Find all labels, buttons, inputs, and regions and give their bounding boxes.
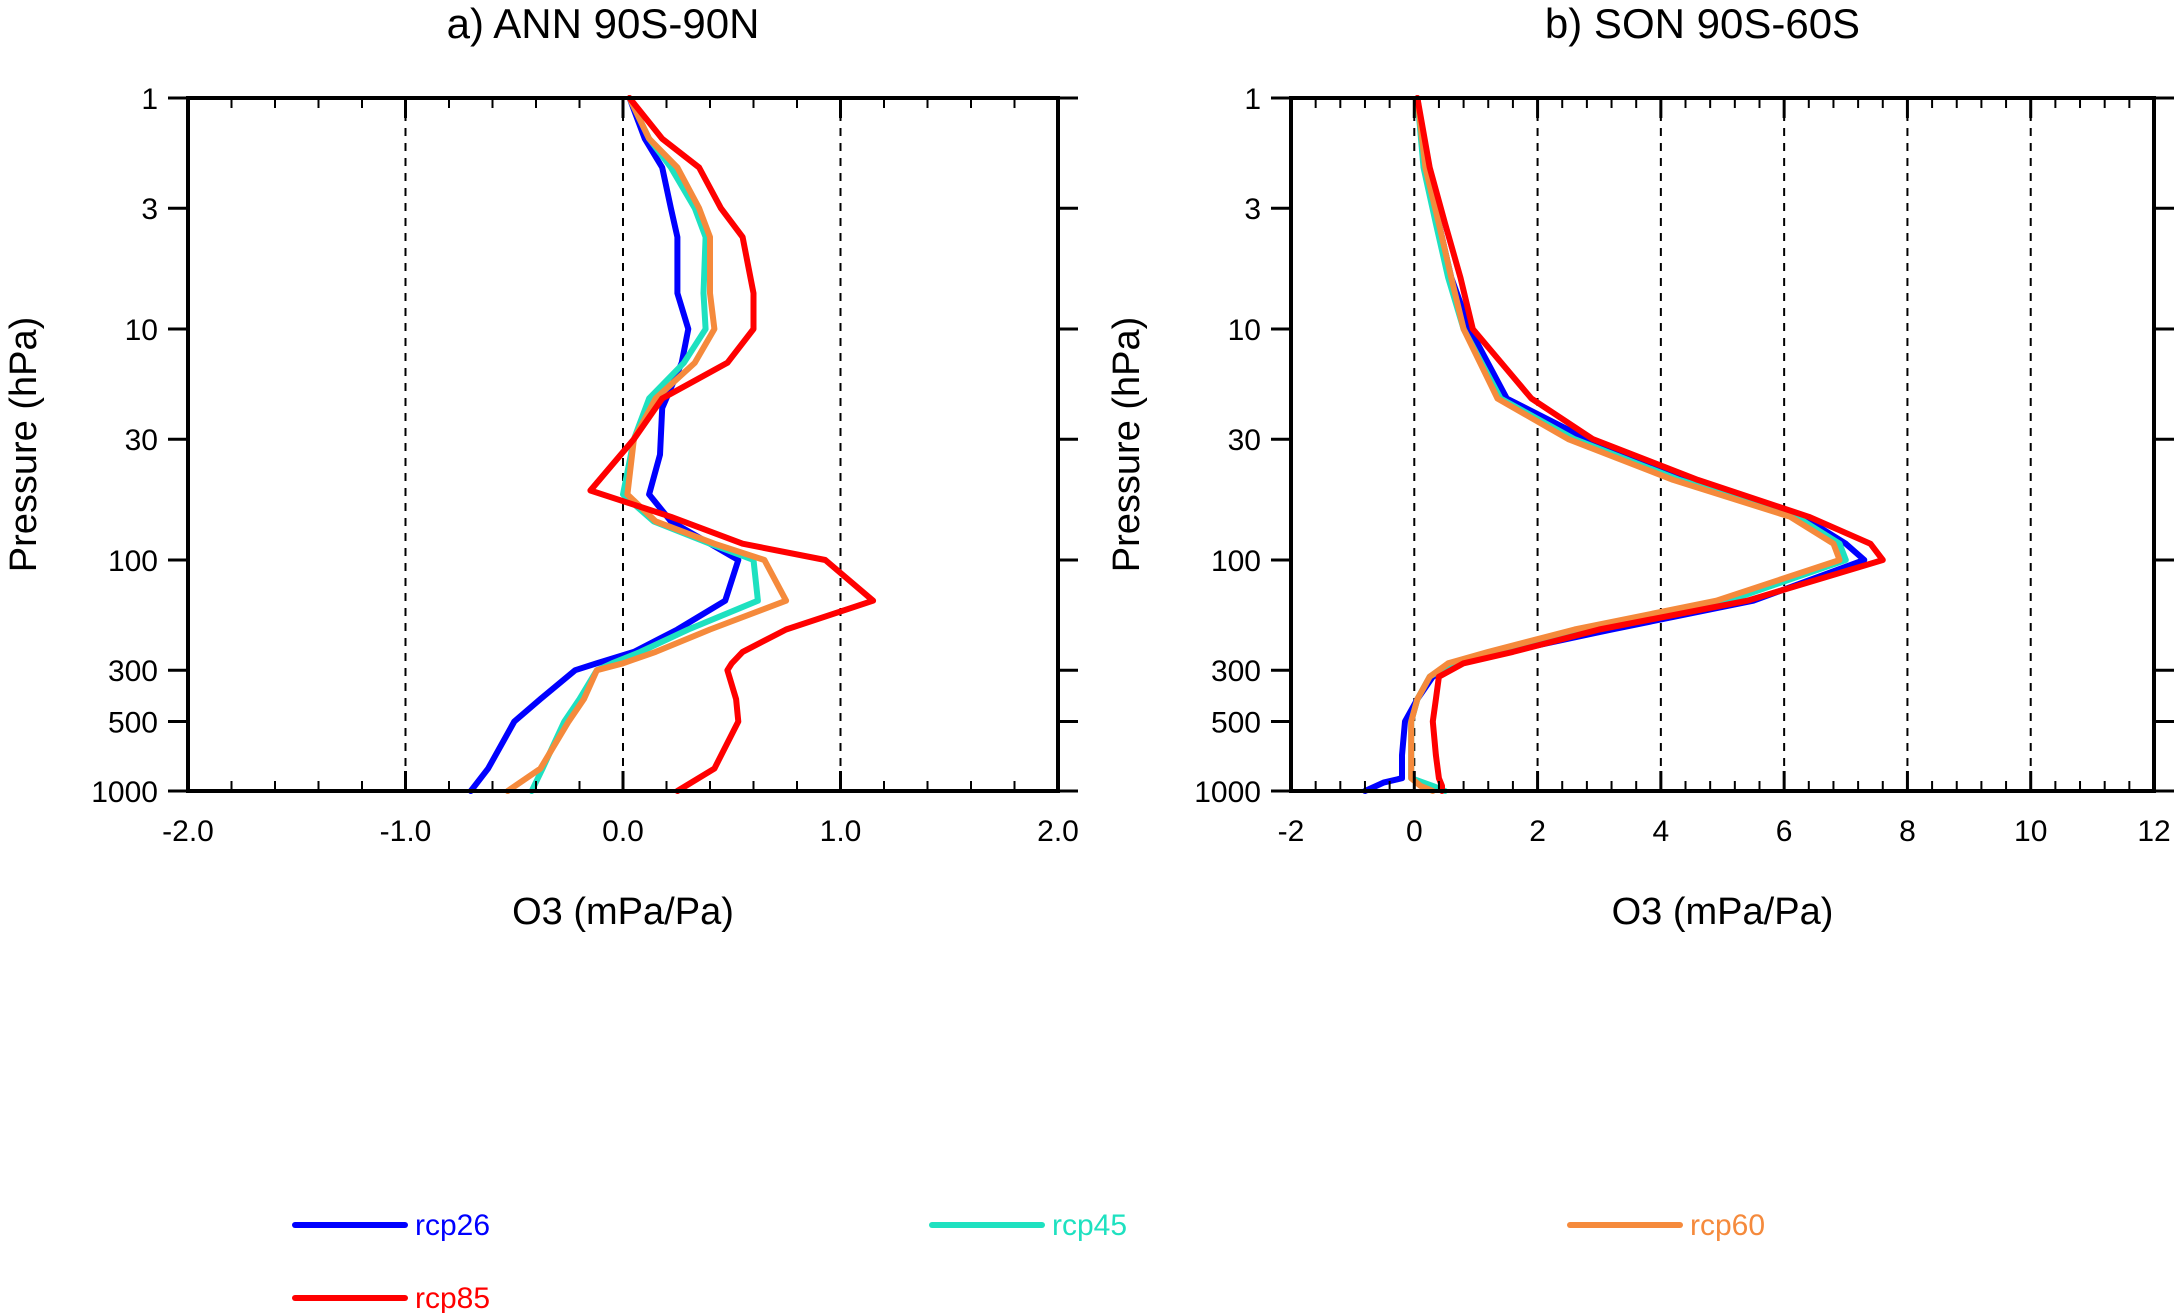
panel-b-series-rcp45 bbox=[1408, 95, 1849, 794]
panel-b-y-tick-label: 500 bbox=[1211, 706, 1261, 739]
legend-label-rcp85: rcp85 bbox=[415, 1282, 490, 1313]
panel-a-x-tick-label: -1.0 bbox=[380, 815, 432, 848]
legend-label-rcp26: rcp26 bbox=[415, 1209, 490, 1242]
panel-a-y-axis-title: Pressure (hPa) bbox=[3, 317, 45, 573]
panel-b-x-tick-label: 8 bbox=[1899, 815, 1916, 848]
panel-a-x-tick-label: -2.0 bbox=[162, 815, 214, 848]
panel-b-y-tick-label: 1 bbox=[1244, 83, 1261, 116]
panel-b-x-tick-label: 4 bbox=[1653, 815, 1670, 848]
panel-a-ann-90s-90n: -2.0 -1.0 0.0 1.0 2.0 1 3 10 30 100 300 500 1000 a) A… bbox=[3, 0, 1079, 933]
panel-b-son-90s-60s: -2 0 2 4 6 8 10 12 1 3 10 30 100 300 500 1000 b) SON 90S… bbox=[1106, 0, 2174, 933]
panel-b-series-rcp85 bbox=[1414, 95, 1886, 794]
panel-a-series-rcp85 bbox=[587, 95, 877, 794]
panel-a-x-tick-label: 2.0 bbox=[1037, 815, 1079, 848]
panel-a-series-rcp60 bbox=[504, 95, 790, 794]
panel-b-series-rcp60 bbox=[1408, 95, 1843, 794]
legend: rcp26 rcp45 rcp60 rcp85 bbox=[292, 1209, 1765, 1313]
panel-a-y-tick-label: 3 bbox=[141, 193, 158, 226]
panel-b-x-axis-title: O3 (mPa/Pa) bbox=[1612, 891, 1834, 933]
panel-b-x-tick-label: 0 bbox=[1406, 815, 1423, 848]
panel-a-y-tick-label: 500 bbox=[108, 706, 158, 739]
panel-b-x-tick-label: -2 bbox=[1278, 815, 1305, 848]
panel-b-y-tick-label: 30 bbox=[1228, 424, 1261, 457]
panel-a-series-rcp45 bbox=[528, 95, 761, 794]
panel-b-y-tick-label: 300 bbox=[1211, 655, 1261, 688]
panel-a-y-tick-label: 1000 bbox=[91, 776, 158, 809]
panel-b-y-tick-label: 3 bbox=[1244, 193, 1261, 226]
panel-b-y-tick-label: 1000 bbox=[1194, 776, 1261, 809]
panel-b-y-tick-label: 100 bbox=[1211, 545, 1261, 578]
panel-a-y-tick-label: 1 bbox=[141, 83, 158, 116]
legend-label-rcp60: rcp60 bbox=[1690, 1209, 1765, 1242]
panel-b-plot-frame bbox=[1289, 96, 2156, 793]
panel-b-x-tick-label: 12 bbox=[2137, 815, 2170, 848]
panel-b-x-tick-label: 2 bbox=[1529, 815, 1546, 848]
panel-b-x-tick-label: 10 bbox=[2014, 815, 2047, 848]
panel-a-y-tick-label: 30 bbox=[125, 424, 158, 457]
panel-a-x-axis-title: O3 (mPa/Pa) bbox=[512, 891, 734, 933]
panel-a-y-tick-label: 10 bbox=[125, 314, 158, 347]
panel-b-y-axis-title: Pressure (hPa) bbox=[1106, 317, 1148, 573]
panel-b-title: b) SON 90S-60S bbox=[1545, 0, 1860, 47]
panel-a-x-tick-label: 0.0 bbox=[602, 815, 644, 848]
panel-a-y-tick-label: 300 bbox=[108, 655, 158, 688]
panel-a-series-rcp26 bbox=[467, 95, 742, 794]
panel-b-x-tick-label: 6 bbox=[1776, 815, 1793, 848]
panel-a-title: a) ANN 90S-90N bbox=[447, 0, 760, 47]
legend-label-rcp45: rcp45 bbox=[1052, 1209, 1127, 1242]
panel-a-y-tick-label: 100 bbox=[108, 545, 158, 578]
panel-b-y-tick-label: 10 bbox=[1228, 314, 1261, 347]
panel-a-x-tick-label: 1.0 bbox=[820, 815, 862, 848]
